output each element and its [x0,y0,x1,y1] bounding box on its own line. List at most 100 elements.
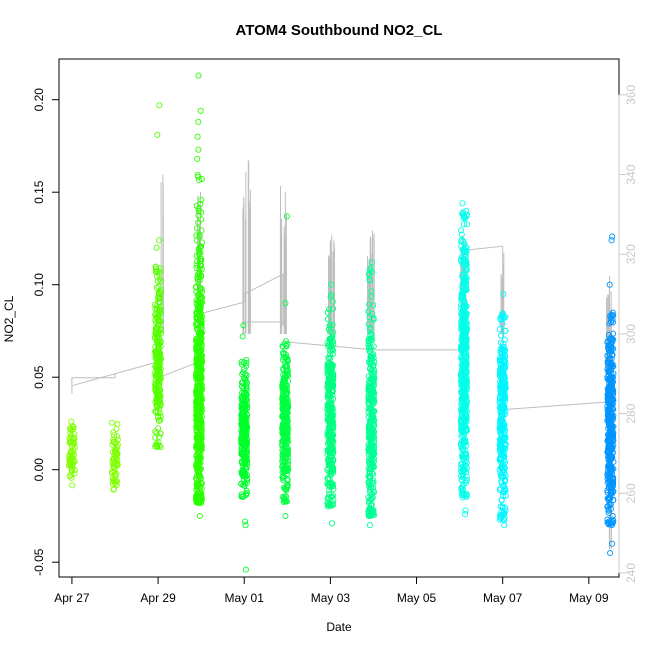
data-point [500,385,507,392]
outlier-point [240,322,247,329]
x-tick-label: May 09 [569,591,609,605]
data-point [324,367,331,374]
data-point [498,509,505,516]
data-point [156,355,163,363]
data-point [498,350,506,357]
outlier-point [153,244,160,251]
data-point [193,417,200,424]
data-point [502,327,509,334]
data-point [284,358,291,365]
outlier-point [609,540,616,547]
data-point [114,444,121,451]
data-point [459,271,466,279]
data-point [284,405,291,412]
data-point [328,334,336,341]
line-spike-5 [283,191,287,334]
data-point [114,421,121,428]
y-axis-label: NO2_CL [2,295,16,342]
data-point [461,280,468,287]
data-point [152,383,159,390]
data-point [327,354,334,361]
data-point [463,267,470,274]
data-point [458,326,465,334]
data-point [325,432,332,439]
data-point [500,423,507,430]
data-point [198,176,205,183]
data-point [284,476,291,483]
data-point [463,350,470,357]
y-tick-label: 0.00 [32,458,46,482]
data-point [194,480,201,487]
data-point [607,438,614,445]
data-point [499,354,506,361]
data-point [68,474,75,481]
data-point [196,231,203,239]
data-point [463,221,470,228]
data-point [243,488,250,495]
data-point [367,443,374,450]
data-point [198,479,205,486]
data-point [238,361,246,368]
data-point [197,322,204,329]
data-point [457,227,465,234]
data-point [368,495,375,502]
data-point [284,370,291,377]
data-point [370,452,377,459]
chart-title: ATOM4 Southbound NO2_CL [236,22,443,39]
data-point [324,309,331,316]
data-point [198,424,205,432]
outlier-point [197,107,204,114]
data-point [608,371,615,378]
data-point [68,443,75,451]
data-point [367,356,374,363]
line-spike-2 [242,171,247,334]
data-point [194,421,201,428]
data-point [329,305,337,312]
data-point [366,447,373,454]
data-point [329,500,337,507]
data-point [194,302,201,309]
data-point [157,401,164,408]
outlier-point [239,333,246,340]
data-point [238,430,246,437]
data-point [240,468,247,475]
data-point [324,392,331,399]
data-point [366,486,373,493]
data-point [365,479,373,486]
data-point [365,512,372,519]
y2-tick-label: 240 [624,563,638,583]
data-point [608,311,615,318]
data-point [109,448,116,455]
data-point [280,349,287,356]
data-point [604,366,611,373]
data-point [238,394,245,401]
data-point [605,425,612,432]
data-point [108,419,116,426]
data-point [110,476,117,483]
data-point [371,511,378,518]
data-point [368,360,375,367]
data-point [193,297,200,304]
outlier-point [283,213,290,220]
data-point [110,429,117,436]
data-point [280,387,288,394]
outlier-point [194,155,201,162]
y2-tick-label: 340 [624,164,638,184]
data-point [156,360,163,367]
data-point [328,480,336,487]
data-point [460,238,467,245]
data-point [605,331,612,339]
data-point [326,431,333,438]
point-cluster-0 [66,418,78,489]
data-point [460,363,467,370]
data-point [155,439,162,446]
data-point [152,387,159,395]
data-point [371,389,378,397]
data-point [283,428,290,435]
data-point [500,392,507,399]
data-point [606,441,613,448]
outlier-point [368,259,375,266]
outlier-point [282,512,289,520]
data-point [604,391,611,398]
data-point [329,480,336,487]
